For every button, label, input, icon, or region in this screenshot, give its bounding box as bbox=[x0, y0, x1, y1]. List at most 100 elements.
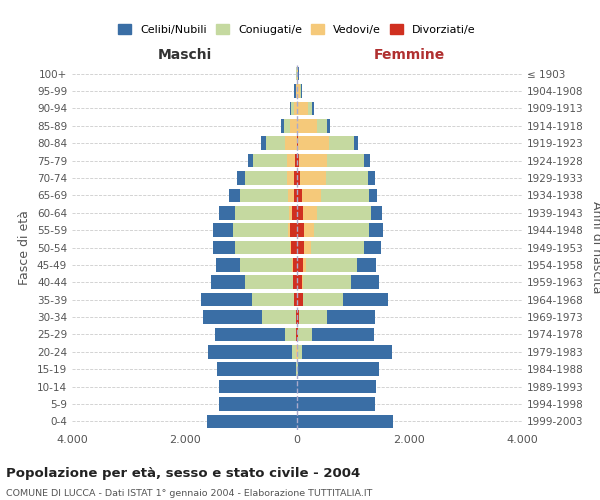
Bar bbox=[343, 293, 388, 306]
Bar bbox=[303, 276, 351, 289]
Bar bbox=[371, 206, 382, 220]
Bar bbox=[288, 188, 293, 202]
Bar bbox=[326, 171, 368, 185]
Bar bbox=[295, 154, 297, 168]
Bar bbox=[298, 362, 379, 376]
Bar bbox=[296, 362, 297, 376]
Bar bbox=[201, 293, 252, 306]
Bar bbox=[301, 171, 326, 185]
Bar bbox=[292, 206, 297, 220]
Bar bbox=[327, 310, 375, 324]
Bar bbox=[293, 102, 297, 115]
Bar bbox=[351, 276, 379, 289]
Bar bbox=[203, 310, 262, 324]
Bar bbox=[298, 345, 302, 358]
Legend: Celibi/Nubili, Coniugati/e, Vedovi/e, Divorziati/e: Celibi/Nubili, Coniugati/e, Vedovi/e, Di… bbox=[114, 20, 480, 39]
Bar bbox=[294, 293, 297, 306]
Bar bbox=[303, 293, 343, 306]
Bar bbox=[302, 345, 392, 358]
Bar bbox=[211, 276, 245, 289]
Bar bbox=[219, 380, 297, 394]
Bar bbox=[297, 67, 298, 80]
Bar bbox=[294, 171, 297, 185]
Bar bbox=[286, 136, 297, 150]
Bar bbox=[290, 102, 292, 115]
Bar bbox=[354, 136, 358, 150]
Text: Femmine: Femmine bbox=[374, 48, 445, 62]
Bar bbox=[216, 258, 239, 272]
Bar bbox=[215, 328, 285, 341]
Bar bbox=[239, 258, 292, 272]
Bar bbox=[292, 345, 296, 358]
Bar bbox=[293, 276, 297, 289]
Bar bbox=[299, 154, 328, 168]
Bar bbox=[293, 188, 297, 202]
Bar bbox=[297, 258, 302, 272]
Bar bbox=[301, 84, 302, 98]
Bar bbox=[321, 188, 369, 202]
Bar bbox=[297, 171, 301, 185]
Bar bbox=[248, 154, 253, 168]
Y-axis label: Anni di nascita: Anni di nascita bbox=[590, 201, 600, 294]
Bar bbox=[297, 276, 302, 289]
Bar bbox=[306, 258, 356, 272]
Bar bbox=[296, 84, 297, 98]
Bar bbox=[281, 119, 284, 132]
Bar bbox=[302, 258, 306, 272]
Bar bbox=[304, 224, 314, 237]
Bar bbox=[235, 240, 290, 254]
Bar bbox=[297, 310, 299, 324]
Bar bbox=[287, 154, 295, 168]
Bar bbox=[261, 136, 266, 150]
Bar bbox=[369, 224, 383, 237]
Bar bbox=[297, 102, 308, 115]
Bar bbox=[235, 206, 289, 220]
Bar bbox=[284, 119, 290, 132]
Bar bbox=[253, 154, 287, 168]
Bar bbox=[288, 224, 290, 237]
Text: Popolazione per età, sesso e stato civile - 2004: Popolazione per età, sesso e stato civil… bbox=[6, 468, 360, 480]
Bar bbox=[364, 240, 381, 254]
Bar bbox=[292, 102, 293, 115]
Bar bbox=[302, 188, 321, 202]
Bar bbox=[296, 310, 297, 324]
Bar bbox=[208, 345, 292, 358]
Bar bbox=[312, 328, 374, 341]
Bar bbox=[298, 136, 329, 150]
Bar bbox=[266, 136, 286, 150]
Bar bbox=[290, 224, 297, 237]
Bar bbox=[297, 206, 303, 220]
Bar bbox=[295, 84, 296, 98]
Bar bbox=[233, 224, 288, 237]
Bar bbox=[302, 276, 303, 289]
Bar bbox=[240, 188, 288, 202]
Bar bbox=[304, 240, 311, 254]
Text: Maschi: Maschi bbox=[157, 48, 212, 62]
Bar bbox=[220, 206, 235, 220]
Bar bbox=[364, 154, 370, 168]
Bar bbox=[245, 171, 287, 185]
Bar bbox=[297, 293, 302, 306]
Bar bbox=[207, 414, 297, 428]
Bar bbox=[329, 136, 354, 150]
Bar bbox=[213, 224, 233, 237]
Text: COMUNE DI LUCCA - Dati ISTAT 1° gennaio 2004 - Elaborazione TUTTITALIA.IT: COMUNE DI LUCCA - Dati ISTAT 1° gennaio … bbox=[6, 489, 373, 498]
Bar bbox=[245, 276, 293, 289]
Bar bbox=[297, 362, 298, 376]
Bar bbox=[290, 240, 292, 254]
Bar bbox=[298, 328, 312, 341]
Bar bbox=[297, 84, 301, 98]
Bar bbox=[252, 293, 294, 306]
Bar bbox=[292, 240, 297, 254]
Bar bbox=[297, 188, 302, 202]
Bar bbox=[369, 188, 377, 202]
Bar bbox=[297, 380, 376, 394]
Bar bbox=[314, 224, 369, 237]
Bar bbox=[237, 171, 245, 185]
Bar bbox=[213, 240, 235, 254]
Bar bbox=[297, 154, 299, 168]
Bar bbox=[289, 206, 292, 220]
Bar bbox=[328, 154, 364, 168]
Bar bbox=[311, 240, 364, 254]
Bar bbox=[297, 414, 393, 428]
